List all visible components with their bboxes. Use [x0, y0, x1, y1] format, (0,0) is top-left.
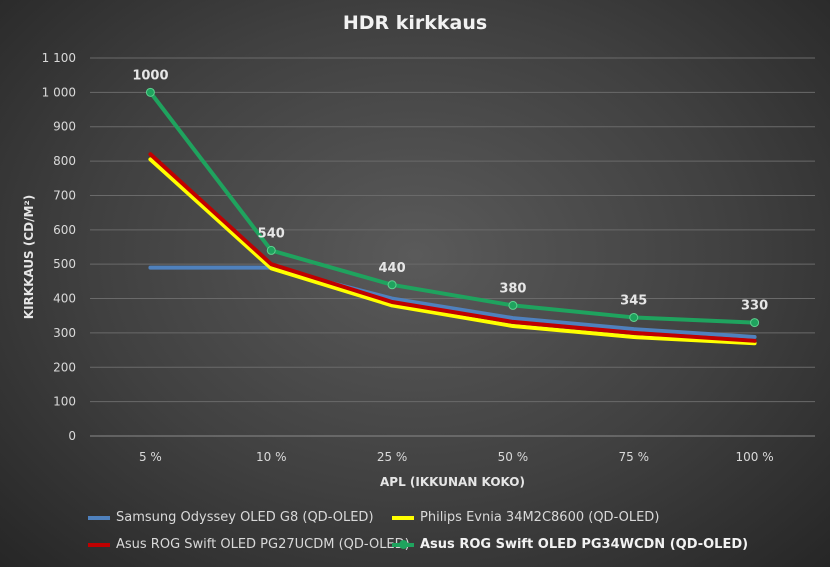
y-tick-label: 700 — [53, 188, 76, 202]
data-label: 540 — [258, 226, 285, 241]
x-tick-label: 75 % — [619, 450, 650, 464]
y-tick-label: 300 — [53, 326, 76, 340]
y-tick-label: 800 — [53, 154, 76, 168]
x-tick-label: 5 % — [139, 450, 162, 464]
legend-swatch — [88, 542, 110, 547]
data-label: 330 — [741, 299, 768, 314]
x-axis-label: APL (IKKUNAN KOKO) — [380, 475, 525, 489]
chart-title: HDR kirkkaus — [342, 12, 488, 34]
series-line-1 — [148, 157, 757, 346]
y-tick-label: 200 — [53, 360, 76, 374]
legend-item-philips: Philips Evnia 34M2C8600 (QD-OLED) — [392, 510, 659, 525]
data-label: 440 — [379, 261, 406, 276]
legend-label: Asus ROG Swift OLED PG34WCDN (QD-OLED) — [420, 537, 749, 552]
y-tick-label: 400 — [53, 292, 76, 306]
data-label: 380 — [499, 281, 526, 296]
data-point — [629, 312, 639, 322]
y-tick-label: 1 000 — [42, 85, 76, 99]
data-point — [387, 280, 397, 290]
legend-label: Asus ROG Swift OLED PG27UCDM (QD-OLED) — [116, 537, 410, 552]
x-tick-label: 100 % — [736, 450, 774, 464]
data-label: 345 — [620, 293, 647, 308]
legend-item-samsung: Samsung Odyssey OLED G8 (QD-OLED) — [88, 510, 374, 525]
legend-swatch — [392, 539, 414, 549]
legend-label: Philips Evnia 34M2C8600 (QD-OLED) — [420, 510, 660, 525]
x-tick-label: 10 % — [256, 450, 287, 464]
legend-swatch — [88, 515, 110, 520]
series-line-3 — [148, 90, 757, 325]
data-point — [145, 87, 155, 97]
x-tick-label: 25 % — [377, 450, 408, 464]
y-axis-label: KIRKKAUS (CD/M²) — [22, 195, 36, 319]
y-tick-label: 900 — [53, 120, 76, 134]
x-tick-label: 50 % — [498, 450, 529, 464]
y-tick-label: 100 — [53, 395, 76, 409]
legend-item-pg34wcdn: Asus ROG Swift OLED PG34WCDN (QD-OLED) — [392, 537, 748, 552]
data-point — [750, 318, 760, 328]
data-point — [266, 245, 276, 255]
series-line-2 — [148, 152, 757, 343]
data-label: 1000 — [132, 68, 168, 83]
y-tick-label: 0 — [68, 429, 76, 443]
legend-swatch — [392, 515, 414, 520]
legend-label: Samsung Odyssey OLED G8 (QD-OLED) — [116, 510, 374, 525]
y-tick-label: 600 — [53, 223, 76, 237]
legend-item-pg27ucdm: Asus ROG Swift OLED PG27UCDM (QD-OLED) — [88, 537, 410, 552]
data-point — [508, 300, 518, 310]
y-tick-label: 1 100 — [42, 51, 76, 65]
series-line-0 — [148, 265, 757, 340]
y-tick-label: 500 — [53, 257, 76, 271]
